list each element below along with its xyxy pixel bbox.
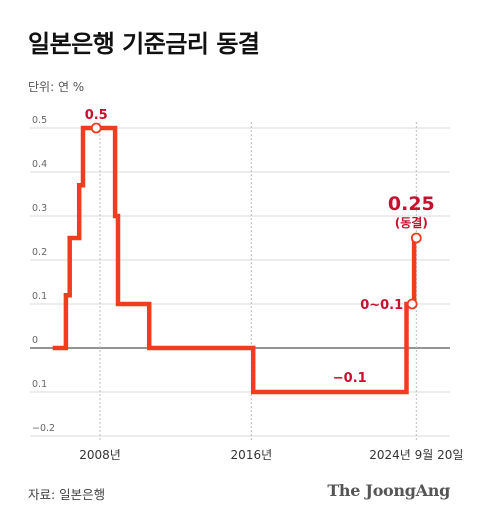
publisher-logo: The JoongAng — [327, 481, 450, 500]
range-label: 0~0.1 — [360, 298, 403, 313]
x-tick-label: 2008년 — [79, 448, 121, 462]
y-tick-label: −0.2 — [32, 423, 55, 434]
y-tick-label: 0.1 — [32, 291, 47, 302]
annotation-layer: 0.5 0~0.1 −0.1 0.25(동결) — [85, 108, 435, 386]
peak-label: 0.5 — [85, 108, 108, 123]
peak-marker — [90, 122, 102, 134]
source-label: 자료: 일본은행 — [28, 487, 106, 502]
y-tick-label: 0.5 — [32, 115, 47, 126]
current-rate-label: 0.25 — [388, 193, 435, 215]
range-marker — [406, 298, 418, 310]
negative-rate-label: −0.1 — [333, 371, 367, 386]
line-layer — [52, 125, 417, 395]
y-tick-label: 0 — [32, 335, 38, 346]
page-title: 일본은행 기준금리 동결 — [28, 30, 260, 58]
freeze-label: (동결) — [395, 215, 428, 230]
y-tick-label: 0.1 — [32, 379, 47, 390]
y-tick-label: 0.2 — [32, 247, 47, 258]
x-tick-label: 2024년 9월 20일 — [369, 448, 463, 462]
y-tick-layer: 0.5 0.4 0.3 0.2 0.1 0 0.1 −0.2 — [32, 115, 55, 434]
rate-series-line — [52, 125, 417, 395]
x-tick-label: 2016년 — [231, 448, 273, 462]
y-tick-label: 0.3 — [32, 203, 47, 214]
current-marker — [410, 232, 422, 244]
x-tick-layer: 2008년 2016년 2024년 9월 20일 — [79, 448, 463, 462]
y-tick-label: 0.4 — [32, 159, 47, 170]
unit-label: 단위: 연 % — [28, 80, 85, 94]
